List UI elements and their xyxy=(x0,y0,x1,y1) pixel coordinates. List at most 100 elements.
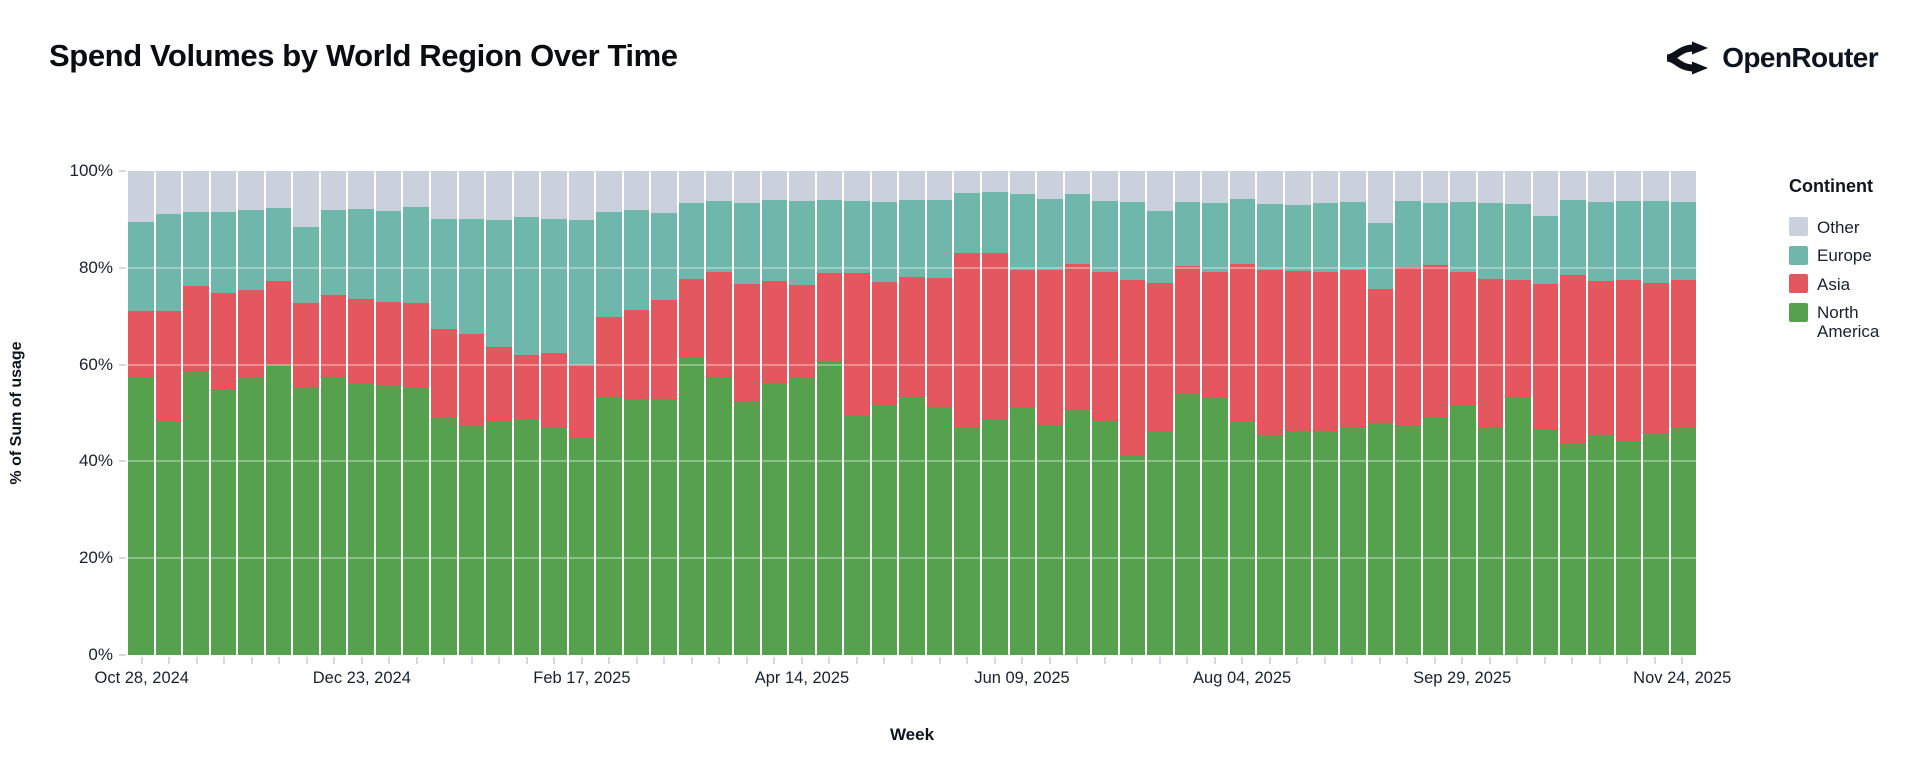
segment-asia[interactable] xyxy=(844,273,870,417)
segment-other[interactable] xyxy=(1037,171,1063,200)
bar-week-31[interactable] xyxy=(981,171,1008,655)
segment-other[interactable] xyxy=(706,171,733,201)
bar-week-26[interactable] xyxy=(844,171,870,655)
segment-other[interactable] xyxy=(954,171,980,194)
segment-asia[interactable] xyxy=(155,311,182,422)
segment-other[interactable] xyxy=(623,171,650,210)
segment-europe[interactable] xyxy=(210,212,237,293)
segment-other[interactable] xyxy=(844,171,870,201)
segment-europe[interactable] xyxy=(513,216,540,356)
segment-north-america[interactable] xyxy=(844,416,870,655)
bar-week-36[interactable] xyxy=(1119,171,1146,655)
bar-week-7[interactable] xyxy=(320,171,347,655)
segment-north-america[interactable] xyxy=(320,376,347,655)
segment-asia[interactable] xyxy=(1477,278,1504,427)
segment-europe[interactable] xyxy=(403,207,430,304)
segment-europe[interactable] xyxy=(1643,201,1669,283)
segment-asia[interactable] xyxy=(320,295,347,377)
segment-north-america[interactable] xyxy=(1064,409,1091,655)
segment-europe[interactable] xyxy=(541,218,567,353)
segment-other[interactable] xyxy=(568,171,595,221)
bar-week-30[interactable] xyxy=(954,171,980,655)
segment-other[interactable] xyxy=(155,171,182,214)
legend-item-north-america[interactable]: North America xyxy=(1789,302,1914,342)
bar-week-2[interactable] xyxy=(183,171,209,655)
segment-asia[interactable] xyxy=(981,253,1008,420)
segment-north-america[interactable] xyxy=(734,402,760,655)
segment-north-america[interactable] xyxy=(1202,397,1228,655)
bar-week-43[interactable] xyxy=(1312,171,1339,655)
segment-asia[interactable] xyxy=(183,286,209,371)
segment-other[interactable] xyxy=(1450,171,1476,203)
segment-asia[interactable] xyxy=(1229,263,1256,422)
segment-north-america[interactable] xyxy=(568,437,595,655)
segment-other[interactable] xyxy=(1477,171,1504,204)
segment-asia[interactable] xyxy=(1312,271,1339,431)
segment-other[interactable] xyxy=(1395,171,1421,201)
segment-north-america[interactable] xyxy=(1009,407,1036,655)
segment-other[interactable] xyxy=(761,171,788,201)
bar-week-3[interactable] xyxy=(210,171,237,655)
segment-europe[interactable] xyxy=(1367,223,1394,289)
segment-north-america[interactable] xyxy=(1147,431,1173,655)
segment-other[interactable] xyxy=(265,171,292,209)
segment-north-america[interactable] xyxy=(706,376,733,655)
segment-asia[interactable] xyxy=(513,355,540,420)
bar-week-42[interactable] xyxy=(1284,171,1311,655)
segment-asia[interactable] xyxy=(1037,269,1063,426)
bar-week-21[interactable] xyxy=(706,171,733,655)
segment-north-america[interactable] xyxy=(293,387,319,655)
segment-north-america[interactable] xyxy=(238,377,264,655)
segment-asia[interactable] xyxy=(568,365,595,438)
segment-europe[interactable] xyxy=(183,212,209,287)
segment-north-america[interactable] xyxy=(1532,428,1559,655)
bar-week-9[interactable] xyxy=(375,171,402,655)
bar-week-15[interactable] xyxy=(541,171,567,655)
bar-week-48[interactable] xyxy=(1450,171,1476,655)
segment-asia[interactable] xyxy=(816,272,843,361)
segment-asia[interactable] xyxy=(871,282,898,405)
segment-europe[interactable] xyxy=(1037,199,1063,270)
bar-week-49[interactable] xyxy=(1477,171,1504,655)
segment-europe[interactable] xyxy=(348,209,374,299)
segment-europe[interactable] xyxy=(706,201,733,272)
segment-europe[interactable] xyxy=(1284,204,1311,271)
segment-europe[interactable] xyxy=(238,209,264,290)
segment-other[interactable] xyxy=(1643,171,1669,201)
segment-north-america[interactable] xyxy=(899,396,925,655)
segment-north-america[interactable] xyxy=(431,417,457,655)
segment-other[interactable] xyxy=(458,171,485,219)
segment-asia[interactable] xyxy=(541,352,567,429)
segment-asia[interactable] xyxy=(1532,284,1559,429)
segment-other[interactable] xyxy=(899,171,925,201)
bar-week-18[interactable] xyxy=(623,171,650,655)
segment-north-america[interactable] xyxy=(1587,434,1614,655)
segment-asia[interactable] xyxy=(1560,274,1586,443)
segment-other[interactable] xyxy=(403,171,430,208)
segment-other[interactable] xyxy=(1505,171,1531,205)
segment-other[interactable] xyxy=(816,171,843,200)
segment-europe[interactable] xyxy=(1477,203,1504,279)
segment-other[interactable] xyxy=(1532,171,1559,216)
segment-europe[interactable] xyxy=(761,200,788,282)
bar-week-29[interactable] xyxy=(926,171,953,655)
bar-week-35[interactable] xyxy=(1092,171,1118,655)
segment-other[interactable] xyxy=(1202,171,1228,204)
segment-europe[interactable] xyxy=(1009,193,1036,270)
segment-asia[interactable] xyxy=(706,271,733,377)
segment-europe[interactable] xyxy=(320,209,347,296)
segment-asia[interactable] xyxy=(1587,280,1614,435)
bar-week-8[interactable] xyxy=(348,171,374,655)
segment-asia[interactable] xyxy=(926,277,953,407)
bar-week-0[interactable] xyxy=(128,171,154,655)
bar-week-40[interactable] xyxy=(1229,171,1256,655)
segment-asia[interactable] xyxy=(1174,265,1201,394)
segment-europe[interactable] xyxy=(1119,201,1146,280)
segment-asia[interactable] xyxy=(1505,279,1531,398)
bar-week-10[interactable] xyxy=(403,171,430,655)
segment-asia[interactable] xyxy=(789,284,815,378)
segment-europe[interactable] xyxy=(128,221,154,312)
bar-week-11[interactable] xyxy=(431,171,457,655)
segment-north-america[interactable] xyxy=(1037,425,1063,655)
segment-europe[interactable] xyxy=(844,201,870,274)
